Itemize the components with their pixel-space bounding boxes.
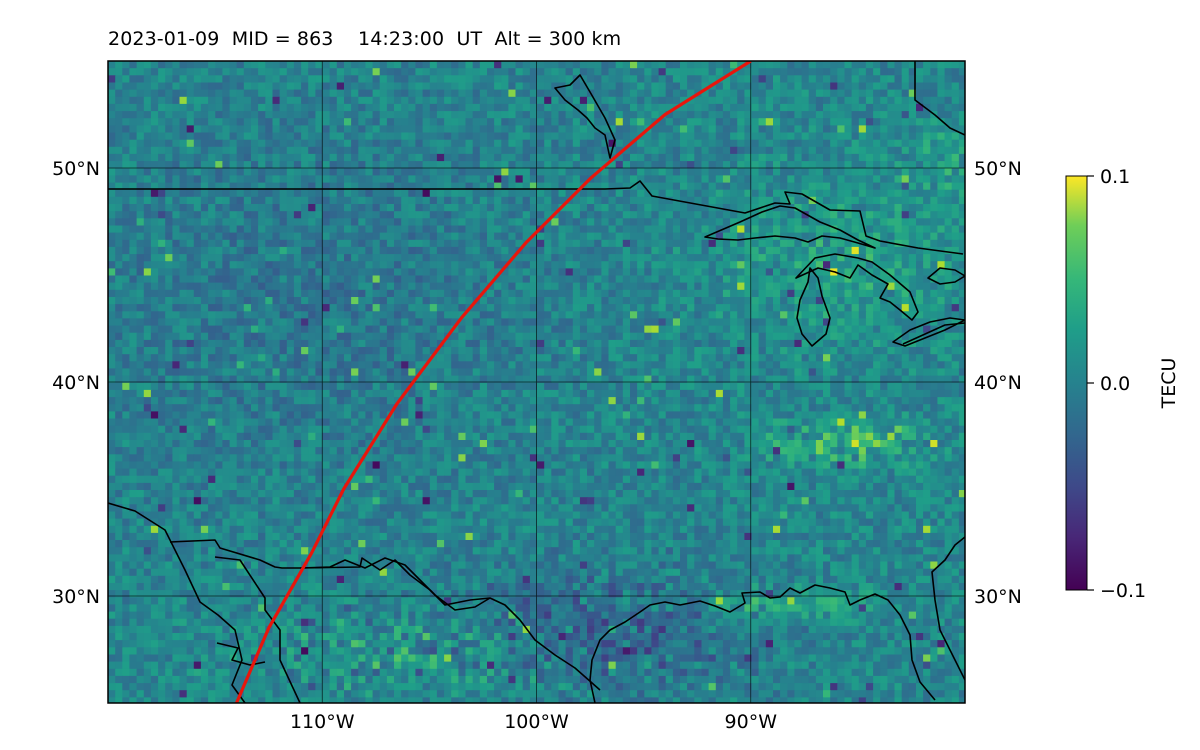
lake-ontario [927, 267, 965, 285]
map-gridlines [108, 61, 965, 703]
us-mexico-border [299, 557, 491, 611]
hudson-bay-coast [914, 61, 965, 136]
colorbar-label: TECU [1158, 358, 1180, 410]
map-title: 2023-01-09 MID = 863 14:23:00 UT Alt = 3… [108, 28, 622, 50]
latitude-tick-label-right: 40°N [974, 372, 1022, 394]
pacific-coast [108, 502, 246, 703]
james-bay-coast [554, 74, 616, 159]
longitude-tick-label: 110°W [290, 711, 355, 733]
latitude-tick-label-left: 30°N [52, 586, 100, 608]
latitude-tick-label-right: 50°N [974, 158, 1022, 180]
lake-michigan [796, 267, 831, 347]
florida-atlantic-coast [931, 536, 965, 681]
colorbar-gradient [1065, 175, 1088, 591]
gulf-coast [589, 584, 936, 703]
latitude-tick-label-left: 50°N [52, 158, 100, 180]
colorbar-tick-label: −0.1 [1100, 580, 1146, 602]
latitude-tick-label-right: 30°N [974, 586, 1022, 608]
satellite-track-line [235, 61, 752, 703]
map-frame [107, 60, 966, 704]
latitude-tick-label-left: 40°N [52, 372, 100, 394]
colorbar-tick-label: 0.0 [1100, 373, 1130, 395]
axis-tick-labels: 110°W 100°W 90°W 50°N 50°N 40°N 40°N 30°N 30°N [52, 158, 1022, 733]
colorbar-ticks: 0.1 0.0 −0.1 [1087, 166, 1146, 602]
lake-superior [704, 205, 876, 249]
longitude-tick-label: 100°W [504, 711, 569, 733]
lake-erie [892, 317, 965, 347]
baja-peninsula [169, 539, 601, 691]
longitude-tick-label: 90°W [725, 711, 778, 733]
tec-raster [108, 61, 965, 703]
coastlines-and-borders [108, 61, 965, 703]
colorbar-tick-label: 0.1 [1100, 166, 1130, 188]
lake-huron [795, 253, 919, 321]
